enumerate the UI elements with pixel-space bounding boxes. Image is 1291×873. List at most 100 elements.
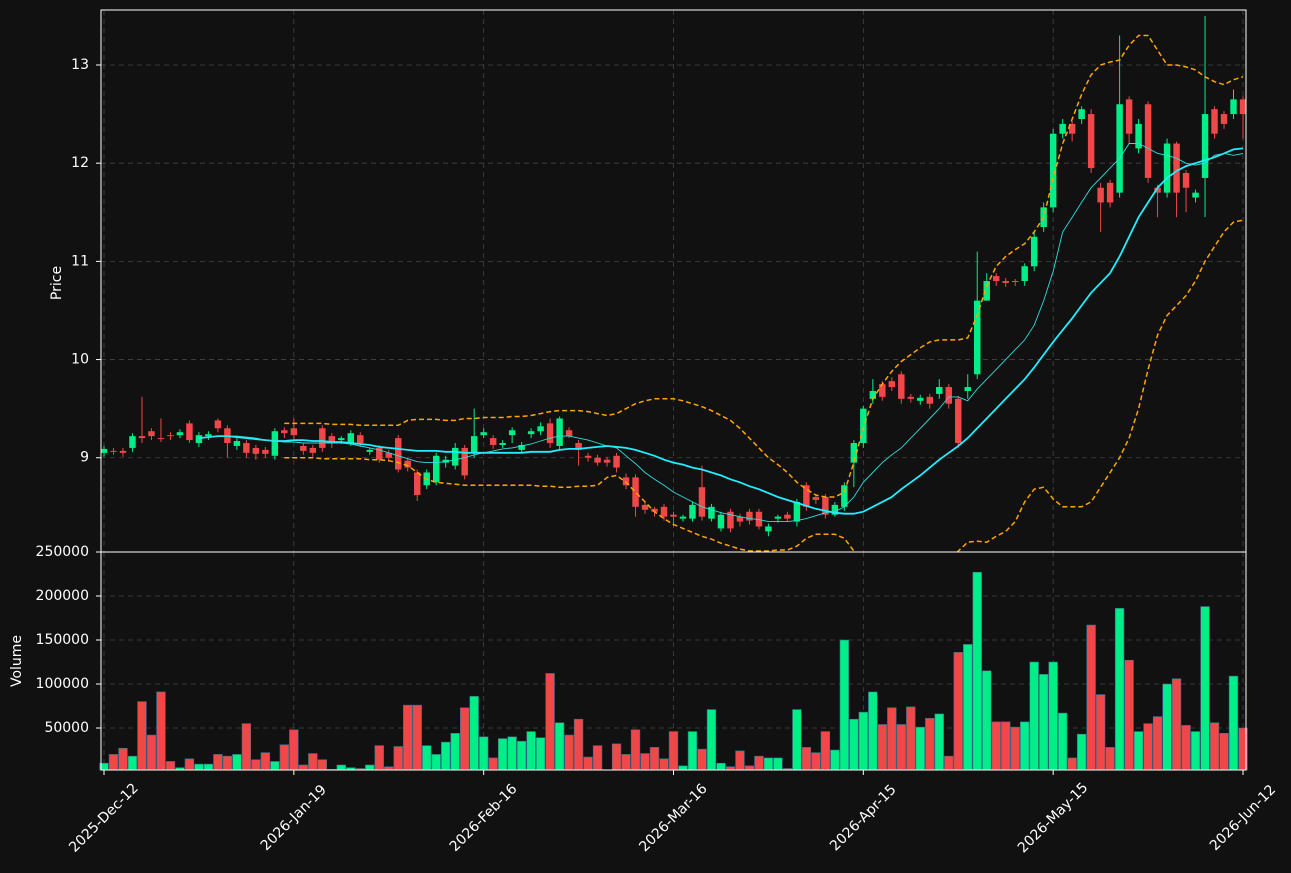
volume-bar xyxy=(678,765,688,771)
candle-body xyxy=(879,384,886,397)
volume-bar xyxy=(479,736,489,771)
candle-body xyxy=(632,477,639,507)
candle-body xyxy=(1211,109,1218,134)
volume-bar xyxy=(687,731,698,771)
candle-body xyxy=(404,460,411,468)
volume-bar xyxy=(735,750,745,771)
candle-body xyxy=(1097,187,1104,203)
volume-bar xyxy=(583,756,593,771)
volume-bar xyxy=(412,704,422,771)
candle-body xyxy=(1173,143,1180,193)
volume-bar xyxy=(1020,721,1030,771)
volume-bar xyxy=(1190,731,1201,771)
candle-body xyxy=(964,387,971,391)
candle-body xyxy=(736,516,744,522)
volume-bar xyxy=(270,761,280,771)
volume-bar xyxy=(754,755,764,771)
candle-body xyxy=(1125,99,1133,134)
candle-body xyxy=(1182,172,1190,188)
volume-bar xyxy=(497,738,508,771)
y-tick-label: 11 xyxy=(71,253,89,269)
volume-bar xyxy=(811,752,821,771)
candle-body xyxy=(442,459,449,463)
volume-bar xyxy=(564,734,574,771)
volume-bar xyxy=(222,755,233,771)
candle-body xyxy=(546,423,554,444)
volume-bar xyxy=(1086,624,1096,771)
volume-bar xyxy=(232,754,242,771)
candle-body xyxy=(936,387,943,394)
candle-body xyxy=(860,408,867,444)
volume-bar xyxy=(763,757,774,771)
volume-bar xyxy=(184,758,195,771)
volume-bar xyxy=(108,754,119,771)
candle-body xyxy=(812,497,820,500)
volume-bar xyxy=(1001,721,1011,771)
volume-y-tick-label: 200000 xyxy=(36,588,89,604)
candle-body xyxy=(157,438,165,440)
candle-body xyxy=(575,443,582,450)
volume-bar xyxy=(944,755,954,771)
overlay-line xyxy=(198,147,1244,515)
volume-axis-label: Volume xyxy=(9,635,25,687)
candle-body xyxy=(698,487,706,517)
volume-bar xyxy=(659,758,669,771)
volume-bar xyxy=(1105,747,1115,771)
candle-body xyxy=(319,428,326,448)
candle-body xyxy=(679,516,687,519)
candle-body xyxy=(1230,99,1237,115)
volume-bar xyxy=(963,644,973,771)
volume-bar xyxy=(801,747,812,771)
candle-body xyxy=(252,447,260,454)
x-tick-label: 2026-Feb-16 xyxy=(447,781,521,855)
candle-body xyxy=(262,449,269,454)
candle-body xyxy=(508,430,516,436)
volume-bar xyxy=(991,721,1001,771)
candle-body xyxy=(1087,114,1095,169)
volume-bar xyxy=(469,696,479,771)
volume-bar xyxy=(1124,659,1134,771)
candle-body xyxy=(1220,114,1228,124)
candle-body xyxy=(347,433,355,444)
candle-body xyxy=(1021,266,1028,281)
volume-bar xyxy=(1048,661,1058,771)
candle-body xyxy=(708,506,715,519)
volume-bar xyxy=(118,747,128,771)
volume-bar xyxy=(1162,683,1172,771)
volume-bar xyxy=(849,718,859,771)
overlay-line xyxy=(284,34,1244,498)
candle-body xyxy=(689,504,696,519)
candle-body xyxy=(841,485,848,507)
candle-body xyxy=(584,455,592,458)
volume-bar xyxy=(1228,675,1239,771)
candle-body xyxy=(565,430,573,437)
volume-bar xyxy=(1095,694,1106,771)
candle-body xyxy=(850,443,858,463)
volume-bar xyxy=(156,691,166,771)
volume-bar xyxy=(1171,678,1182,771)
candle-body xyxy=(660,506,668,517)
volume-bar xyxy=(460,707,470,771)
volume-bar xyxy=(1057,712,1068,771)
candle-body xyxy=(670,514,677,517)
volume-bar xyxy=(203,763,214,771)
volume-bar xyxy=(374,745,384,771)
volume-bar xyxy=(422,745,432,771)
volume-bar xyxy=(1076,733,1087,771)
volume-frame xyxy=(100,551,1247,771)
candle-body xyxy=(727,511,734,529)
y-tick-label: 10 xyxy=(71,352,89,368)
volume-y-tick-label: 50000 xyxy=(44,720,89,736)
volume-bar xyxy=(289,729,299,771)
candle-body xyxy=(1163,143,1171,193)
volume-bar xyxy=(251,759,261,771)
candle-body xyxy=(945,387,952,404)
volume-bar xyxy=(403,704,413,771)
volume-bar xyxy=(393,746,403,771)
volume-bar xyxy=(887,707,897,771)
candle-body xyxy=(1239,99,1246,115)
volume-bar xyxy=(925,718,935,771)
candle-body xyxy=(1106,182,1114,203)
candle-body xyxy=(176,432,184,436)
candle-body xyxy=(271,431,279,456)
